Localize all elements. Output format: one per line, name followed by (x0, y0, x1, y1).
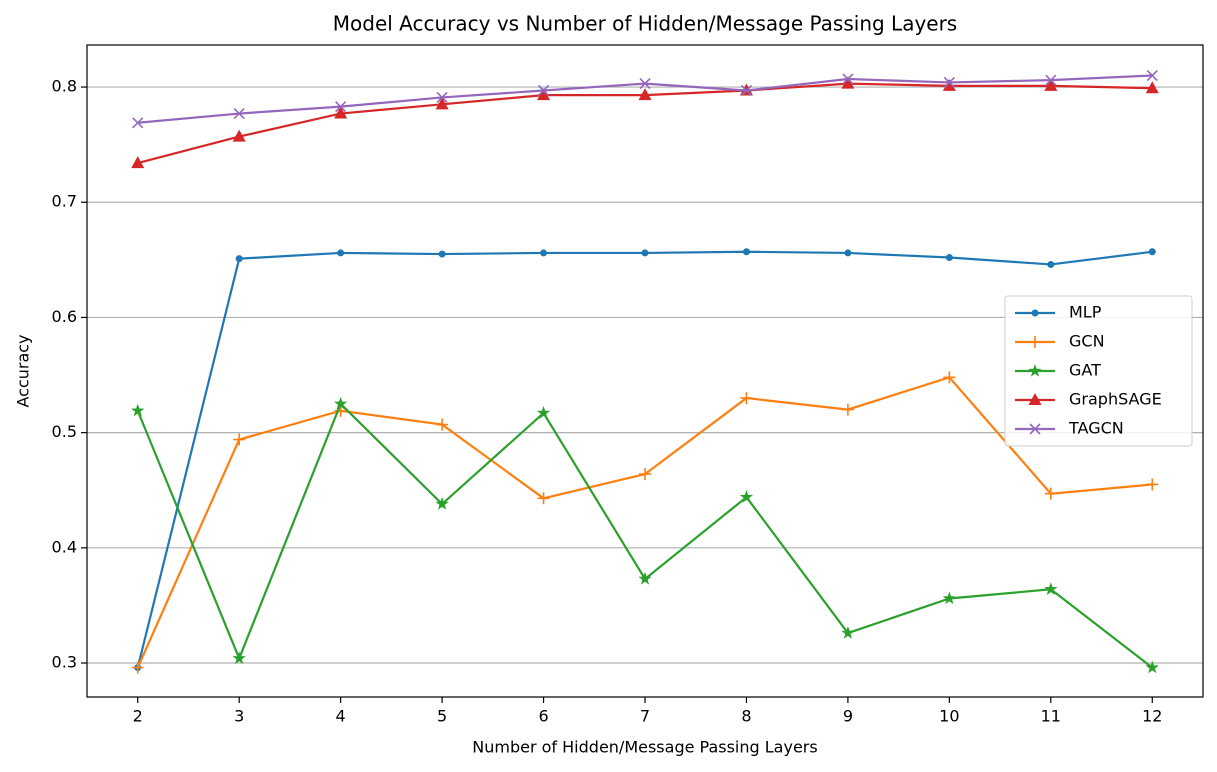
marker (1044, 487, 1057, 500)
marker (1047, 260, 1055, 268)
marker (1045, 74, 1057, 86)
marker (132, 117, 144, 129)
x-tick-label: 4 (336, 707, 346, 726)
marker (1145, 660, 1159, 674)
y-tick-label: 0.4 (52, 537, 77, 556)
legend-marker (1028, 364, 1042, 377)
marker (235, 255, 243, 263)
marker (537, 492, 550, 505)
marker (841, 76, 855, 89)
y-tick-label: 0.7 (52, 192, 77, 211)
marker (232, 651, 246, 665)
x-tick-label: 2 (133, 707, 143, 726)
x-tick-label: 9 (843, 707, 853, 726)
marker (740, 392, 753, 405)
marker (844, 249, 852, 257)
x-tick-label: 11 (1041, 707, 1061, 726)
marker (540, 249, 548, 257)
x-tick-label: 7 (640, 707, 650, 726)
marker (131, 661, 144, 674)
marker (333, 396, 348, 410)
marker (639, 468, 651, 481)
marker (334, 106, 348, 119)
marker (942, 591, 957, 605)
legend-marker (1029, 336, 1041, 348)
marker (641, 249, 649, 257)
marker (638, 571, 652, 585)
series-line (136, 250, 1153, 668)
chart-title: Model Accuracy vs Number of Hidden/Messa… (333, 12, 957, 36)
marker (131, 403, 145, 417)
marker (436, 418, 449, 431)
legend-label: TAGCN (1068, 419, 1124, 438)
legend-frame (1004, 295, 1193, 447)
marker (1044, 582, 1058, 595)
series-line (136, 376, 1153, 669)
marker (537, 88, 551, 101)
marker (639, 78, 651, 90)
y-tick-label: 0.5 (52, 422, 77, 441)
marker (739, 490, 754, 503)
series-line (136, 401, 1153, 669)
x-tick-label: 5 (437, 707, 447, 726)
legend-marker (1029, 423, 1041, 435)
marker (232, 129, 246, 142)
plot-frame (86, 44, 1204, 698)
y-tick-label: 0.6 (52, 307, 77, 326)
marker (131, 156, 145, 169)
legend-label: GCN (1069, 332, 1105, 351)
legend-marker (1028, 393, 1042, 405)
x-tick-label: 8 (741, 707, 751, 726)
marker (1044, 78, 1058, 91)
marker (740, 84, 753, 97)
marker (337, 249, 345, 257)
legend-marker (1031, 309, 1039, 317)
marker (638, 88, 652, 101)
marker (943, 76, 955, 89)
marker (1145, 81, 1159, 94)
x-tick-label: 12 (1142, 707, 1162, 726)
marker (438, 250, 446, 258)
marker (1146, 478, 1159, 491)
marker (233, 107, 245, 120)
marker (536, 406, 551, 419)
marker (1146, 69, 1158, 82)
marker (435, 497, 449, 510)
marker (435, 97, 449, 110)
marker (1148, 248, 1156, 256)
marker (436, 91, 448, 103)
marker (942, 78, 956, 91)
x-tick-label: 10 (939, 707, 959, 726)
x-tick-label: 6 (538, 707, 548, 726)
marker (335, 101, 347, 113)
marker (943, 371, 956, 384)
y-tick-label: 0.3 (52, 653, 77, 672)
legend-label: GAT (1069, 361, 1101, 380)
marker (233, 433, 246, 446)
marker (537, 84, 550, 97)
x-tick-label: 3 (234, 707, 244, 726)
marker (841, 403, 854, 416)
marker (842, 73, 854, 85)
y-axis-label: Accuracy (14, 334, 33, 407)
legend-label: MLP (1069, 303, 1102, 322)
legend: MLP GCN GAT GraphSAGE TAGCN (1004, 295, 1193, 447)
marker (945, 254, 953, 262)
x-axis-label: Number of Hidden/Message Passing Layers (472, 738, 817, 757)
marker (841, 626, 855, 639)
y-tick-label: 0.8 (52, 77, 77, 96)
legend-label: GraphSAGE (1069, 390, 1162, 409)
marker (742, 248, 750, 256)
